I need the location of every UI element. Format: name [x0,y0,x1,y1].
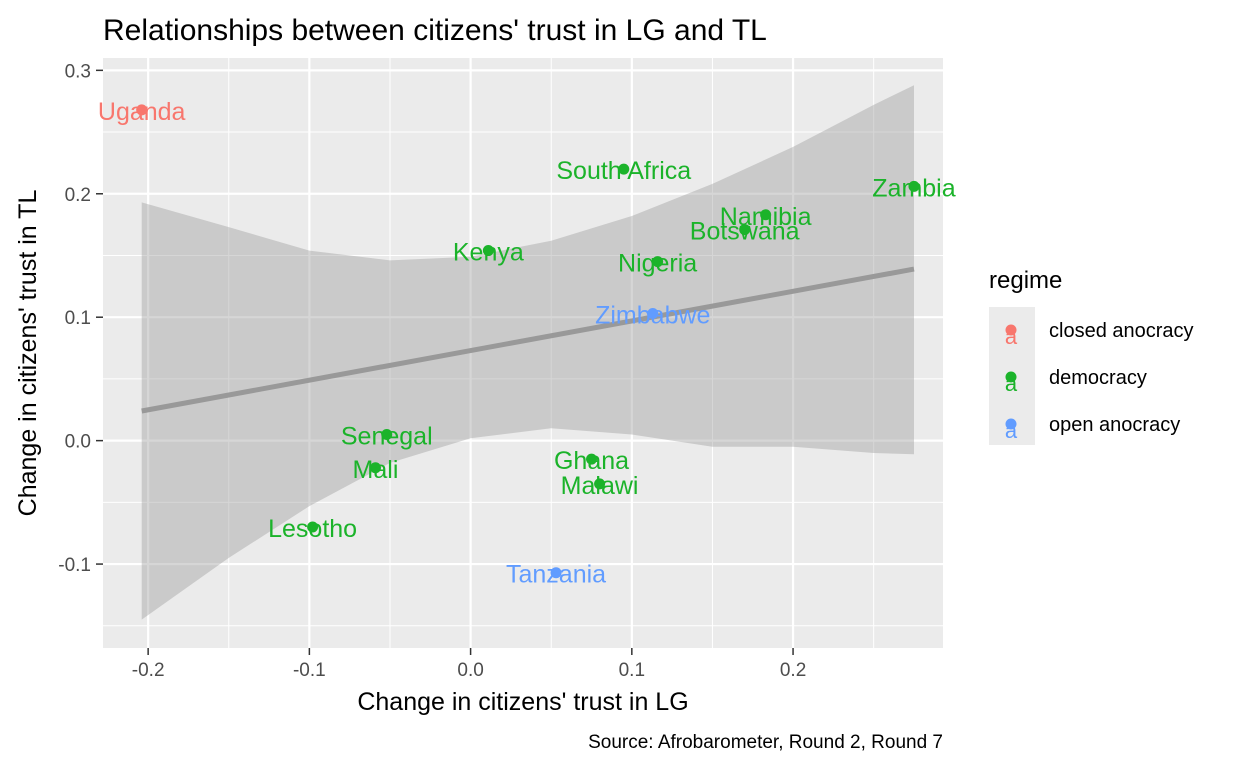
y-tick-label: 0.1 [65,308,91,329]
point-zambia [908,180,920,192]
legend-key-glyph: a [1005,324,1018,349]
point-mali [369,462,381,474]
point-label-zimbabwe: Zimbabwe [595,302,710,330]
point-label-lesotho: Lesotho [268,515,357,543]
point-label-uganda: Uganda [98,98,186,126]
y-axis: -0.1 0.0 0.1 0.2 0.3 [58,61,103,576]
point-label-zambia: Zambia [872,174,955,202]
y-tick-label: 0.2 [65,185,91,206]
plot-panel [103,58,943,648]
grid-major [103,58,943,648]
legend-key-point [1005,371,1017,383]
point-label-botswana: Botswana [690,218,800,246]
point-label-south-africa: South Africa [556,157,691,185]
x-tick-label: 0.1 [619,660,645,681]
x-tick-label: 0.2 [780,660,806,681]
x-tick-label: -0.1 [293,660,326,681]
point-uganda [136,104,148,116]
x-axis-label: Change in citizens' trust in LG [357,688,688,716]
legend-key-glyph: a [1005,418,1018,443]
point-label-malawi: Malawi [561,472,639,500]
x-axis: -0.2 -0.1 0.0 0.1 0.2 [132,648,806,681]
point-label-mali: Mali [353,456,399,484]
point-lesotho [307,521,319,533]
chart-title: Relationships between citizens' trust in… [103,14,767,47]
point-namibia [760,209,772,221]
point-label-kenya: Kenya [453,239,524,267]
point-nigeria [652,256,664,268]
x-tick-label: -0.2 [132,660,165,681]
point-zimbabwe [647,308,659,320]
legend-label: open anocracy [1049,414,1180,436]
points-layer [136,104,920,579]
legend-label: closed anocracy [1049,320,1194,342]
point-label-namibia: Namibia [720,203,812,231]
point-south-africa [618,163,630,175]
point-label-ghana: Ghana [554,447,629,475]
confidence-band-layer [141,85,914,620]
caption: Source: Afrobarometer, Round 2, Round 7 [588,732,943,753]
legend-key-point [1005,324,1017,336]
point-senegal [381,428,393,440]
grid-minor [103,58,943,648]
trend-line-layer [141,266,915,414]
point-kenya [482,245,494,257]
legend-key-glyph: a [1005,371,1018,396]
y-tick-label: 0.0 [65,432,91,453]
y-tick-label: 0.3 [65,61,91,82]
trend-line [141,266,915,414]
point-tanzania [550,567,562,579]
confidence-band [141,85,914,620]
point-label-nigeria: Nigeria [618,250,697,278]
legend-label: democracy [1049,367,1147,389]
legend-key-point [1005,418,1017,430]
y-tick-label: -0.1 [58,555,91,576]
point-ghana [586,453,598,465]
legend: regime a closed anocracy a democracy a open a… [989,267,1194,445]
legend-title: regime [989,267,1062,294]
point-botswana [739,224,751,236]
point-label-senegal: Senegal [341,422,433,450]
x-tick-label: 0.0 [457,660,483,681]
point-label-tanzania: Tanzania [506,561,606,589]
y-axis-label: Change in citizens' trust in TL [14,190,42,517]
point-malawi [594,478,606,490]
